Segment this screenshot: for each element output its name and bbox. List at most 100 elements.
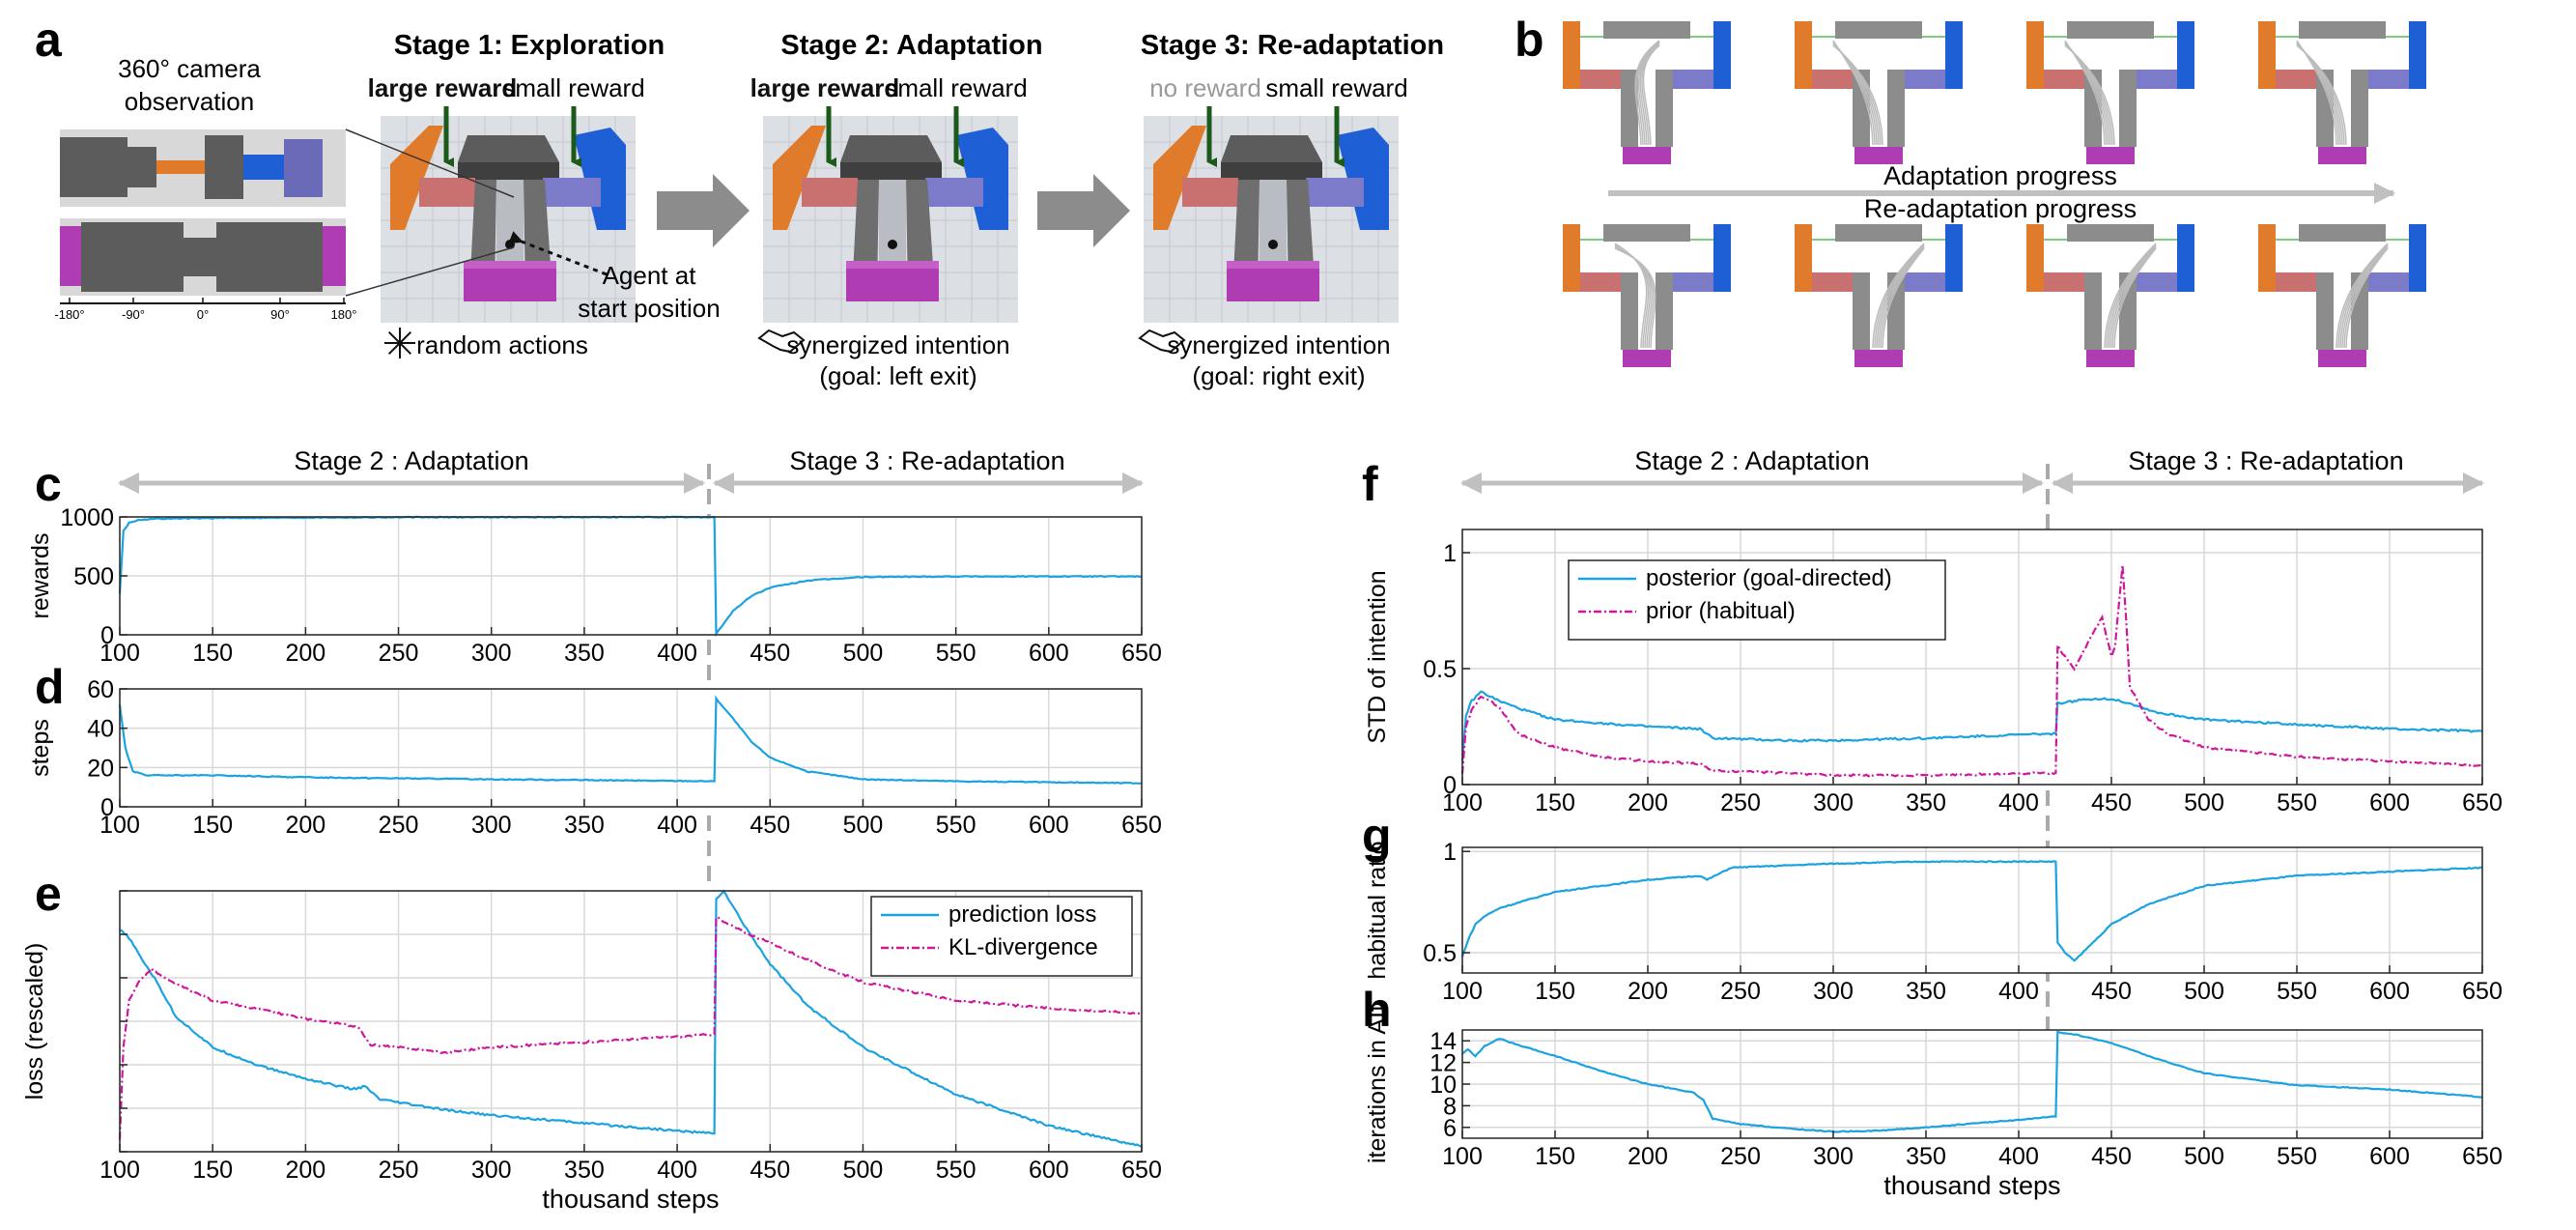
panel-b: Adaptation progress Re-adaptation progre… <box>1563 21 2426 367</box>
x-tick-label: 200 <box>1628 978 1668 1005</box>
x-tick-label: 550 <box>936 812 977 839</box>
maze-purple-start <box>2318 350 2366 367</box>
maze-right-floor <box>1673 272 1713 292</box>
x-tick-label: 150 <box>1535 1143 1575 1170</box>
x-tick-label: 450 <box>750 1157 790 1184</box>
purple-start-top <box>846 261 939 269</box>
series-line <box>1460 690 2483 761</box>
left-corridor-floor <box>802 178 858 207</box>
axes-frame <box>1461 846 2483 974</box>
y-tick-label: 1 <box>1443 839 1457 866</box>
maze-left-floor <box>2044 70 2084 89</box>
top-wall-front <box>840 162 942 180</box>
legend-label: prediction loss <box>948 901 1096 928</box>
x-tick-label: 250 <box>1720 1143 1761 1170</box>
chart-d-steps: 100 150 200 250 300 350 400 450 500 550 600 650 0 20 4… <box>27 676 1162 839</box>
y-tick-label: 40 <box>87 716 114 743</box>
x-tick-label: 650 <box>1121 1157 1162 1184</box>
maze-top-wall <box>2067 21 2154 39</box>
agent-dot <box>888 240 897 249</box>
orange-exit-wall <box>773 126 826 230</box>
x-tick-label: 400 <box>657 1157 697 1184</box>
maze-blue-exit <box>2177 21 2194 89</box>
plot-background <box>120 689 1142 807</box>
top-wall <box>840 135 942 162</box>
trajectory <box>1876 244 1925 349</box>
maze-left-floor <box>1580 272 1621 292</box>
y-axis-label: loss (rescaled) <box>21 943 48 1101</box>
x-tick-label: 450 <box>2091 978 2132 1005</box>
ray <box>387 330 401 344</box>
maze-stem-wall-right <box>2119 70 2137 147</box>
maze-stem-wall-left <box>1621 272 1638 350</box>
maze-right-floor <box>2137 272 2177 292</box>
trajectory <box>2343 246 2389 349</box>
maze-left-floor <box>1812 272 1853 292</box>
maze-orange-exit <box>2258 21 2276 89</box>
x-tick-label: 150 <box>192 812 233 839</box>
x-tick-label: 600 <box>1029 812 1069 839</box>
maze-right-floor <box>1673 70 1713 89</box>
x-tick-label: 650 <box>2462 789 2503 816</box>
top-wall <box>1221 135 1322 162</box>
maze-left-floor <box>2276 272 2316 292</box>
progress-label-top: Adaptation progress <box>1883 161 2117 190</box>
maze-purple-start <box>1854 147 1903 164</box>
trajectory <box>1878 245 1925 349</box>
trajectory <box>1637 42 1660 146</box>
x-tick-label: 500 <box>2184 789 2224 816</box>
x-tick-label: 500 <box>843 640 884 667</box>
purple-start-top <box>1227 261 1319 269</box>
maze-thumbnail <box>2026 21 2194 164</box>
angle-tick-label: 0° <box>197 307 209 322</box>
agent-dot <box>1268 240 1278 249</box>
trajectory <box>1636 41 1660 146</box>
series-line <box>1460 860 2483 962</box>
y-tick-label: 14 <box>1430 1028 1457 1055</box>
maze-trajectories <box>2104 243 2157 349</box>
trajectory <box>2111 246 2157 349</box>
maze-top-wall <box>1835 21 1922 39</box>
stage-scene-3: Stage 3: Re-adaptation no reward small rew… <box>1138 30 1444 390</box>
x-tick-label: 150 <box>1535 978 1575 1005</box>
left-reward-label: large reward <box>368 73 518 102</box>
right-reward-label: small reward <box>502 73 644 102</box>
maze-left-floor <box>1580 70 1621 89</box>
stage-arrow-2 <box>1037 174 1130 247</box>
orange-exit-wall <box>390 126 443 230</box>
left-corridor-floor <box>419 178 475 207</box>
chart-h-iterations: 100 150 200 250 300 350 400 450 500 550 600 650 6810… <box>1364 1005 2503 1200</box>
x-tick-label: 400 <box>1998 789 2039 816</box>
x-tick-label: 200 <box>286 812 326 839</box>
y-tick-label: 0.5 <box>1423 656 1457 683</box>
series-line <box>118 695 1143 785</box>
x-tick-label: 650 <box>2462 978 2503 1005</box>
maze-purple-start <box>2086 350 2135 367</box>
stage-caption-line1: random actions <box>416 330 588 359</box>
maze-right-floor <box>2368 272 2409 292</box>
maze-purple-start <box>2318 147 2366 164</box>
y-axis-label: rewards <box>27 533 54 619</box>
trajectory <box>2104 243 2157 349</box>
trajectory <box>1874 243 1925 349</box>
maze-left-floor <box>2276 70 2316 89</box>
trajectory <box>2113 247 2157 349</box>
maze-blue-exit <box>2177 224 2194 292</box>
panel-a: 360° camera observation -180° -90° 0° 90° 18… <box>54 30 1444 390</box>
maze-orange-exit <box>2026 224 2044 292</box>
y-tick-label: 6 <box>1443 1115 1457 1142</box>
y-tick-label: 1000 <box>60 504 114 531</box>
maze-blue-exit <box>1945 224 1963 292</box>
x-tick-label: 100 <box>99 640 140 667</box>
x-tick-label: 400 <box>657 812 697 839</box>
ray <box>399 330 412 344</box>
x-tick-label: 200 <box>1628 789 1668 816</box>
stage-headers-right: Stage 2 : Adaptation Stage 3 : Re-adapta… <box>1460 446 2484 494</box>
x-tick-label: 650 <box>1121 812 1162 839</box>
axes-frame <box>119 688 1143 808</box>
x-tick-label: 200 <box>286 640 326 667</box>
left-reward-label: large reward <box>750 73 900 102</box>
stage-title: Stage 3: Re-adaptation <box>1141 30 1444 61</box>
